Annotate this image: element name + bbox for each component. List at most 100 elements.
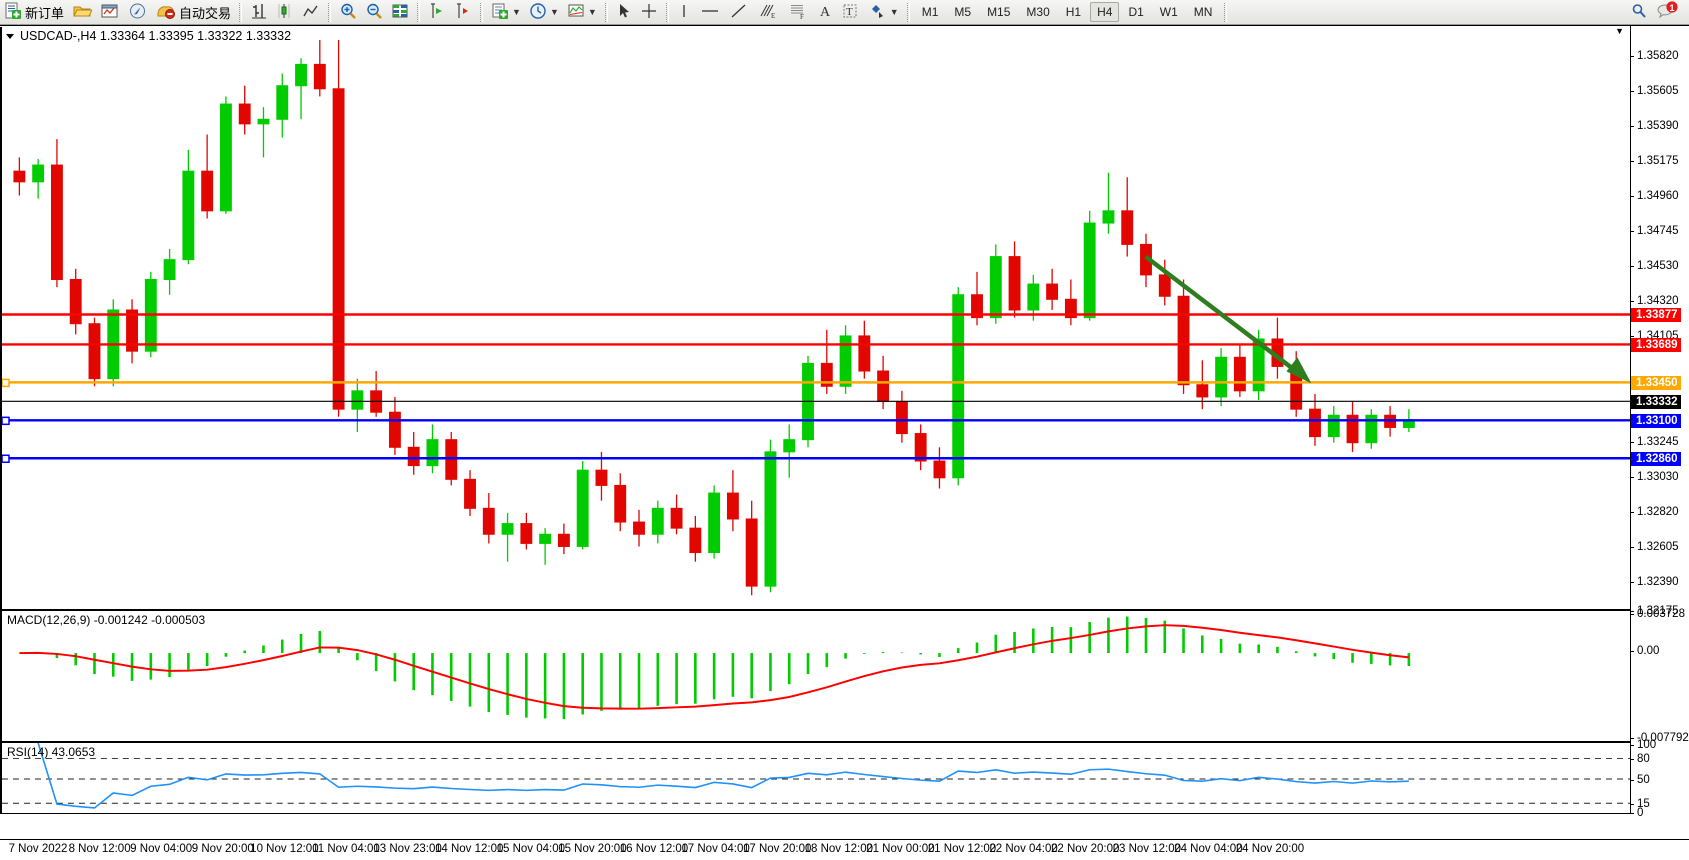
chevron-down-icon[interactable]: ▼ (549, 7, 559, 17)
trendline-button[interactable] (726, 1, 752, 23)
new-order-button[interactable]: 新订单 (1, 1, 67, 23)
shapes-icon (867, 2, 887, 23)
time-tick: 16 Nov 12:00 (619, 843, 689, 855)
navigator-button[interactable] (125, 1, 151, 23)
period-icon (529, 2, 547, 23)
chart-area[interactable]: USDCAD-,H4 1.33364 1.33395 1.33322 1.333… (0, 25, 1689, 860)
market-watch-button[interactable] (97, 1, 123, 23)
grid-icon (391, 2, 409, 23)
shapes-button[interactable]: ▼ (864, 1, 902, 23)
rsi-pane[interactable]: RSI(14) 43.0653 (0, 742, 1630, 814)
shift-start-button[interactable] (425, 1, 449, 23)
shift-end-button[interactable] (451, 1, 475, 23)
price-tick: 1.34745 (1631, 225, 1679, 237)
fibo-f-icon: F (787, 2, 809, 23)
time-axis[interactable]: 7 Nov 2022 8 Nov 12:00 9 Nov 04:00 9 Nov 20… (0, 839, 1689, 860)
chevron-down-icon[interactable]: ▼ (889, 7, 899, 17)
rsi-scale: 100 80 50 15 0 (1631, 739, 1689, 819)
chevron-down-icon[interactable]: ▼ (587, 7, 597, 17)
chevron-down-icon[interactable]: ▼ (512, 7, 521, 17)
timeframe-mn[interactable]: MN (1193, 5, 1213, 19)
svg-text:F: F (800, 13, 804, 20)
time-tick: 24 Nov 04:00 (1174, 843, 1243, 855)
time-tick: 23 Nov 12:00 (1112, 843, 1182, 855)
toolbar-separator-2 (328, 2, 332, 22)
toolbar-separator-3 (417, 2, 421, 22)
time-tick: 22 Nov 04:00 (989, 843, 1058, 855)
timeframe-d1[interactable]: D1 (1128, 5, 1144, 19)
resistance-2-label[interactable]: 1.33877 (1631, 308, 1681, 322)
text-tool-button[interactable]: A (814, 1, 836, 23)
toolbar-separator-8 (1224, 2, 1228, 22)
price-tick: 1.34960 (1631, 190, 1679, 202)
label-icon: T (841, 2, 859, 23)
pivot-label[interactable]: 1.33450 (1631, 376, 1681, 390)
time-tick: 21 Nov 00:00 (866, 843, 935, 855)
time-tick: 14 Nov 12:00 (434, 843, 504, 855)
templates-button[interactable]: ▼ (488, 1, 524, 23)
candlestick-chart-button[interactable] (273, 1, 297, 23)
resistance-1-label[interactable]: 1.33689 (1631, 338, 1681, 352)
crosshair-icon (640, 2, 658, 23)
bid-price-label: 1.33332 (1631, 395, 1681, 409)
macd-scale: 0.003728 0.00 -0.007792 (1631, 608, 1689, 744)
shift-start-icon (428, 2, 446, 23)
bar-chart-icon (250, 2, 268, 23)
zoom-in-button[interactable] (336, 1, 360, 23)
line-chart-button[interactable] (299, 1, 323, 23)
zoom-out-button[interactable] (362, 1, 386, 23)
down-trend-arrow[interactable] (1144, 254, 1312, 384)
timeframe-m5[interactable]: M5 (954, 5, 972, 19)
timeframe-h4[interactable]: H4 (1090, 2, 1120, 22)
search-icon (1630, 2, 1648, 23)
price-scale[interactable]: 1.35820 1.35605 1.35390 1.35175 1.34960 … (1631, 50, 1689, 814)
timeframe-m30[interactable]: M30 (1026, 5, 1050, 19)
search-button[interactable] (1627, 1, 1651, 23)
text-label-button[interactable]: T (838, 1, 862, 23)
timeframe-w1[interactable]: W1 (1159, 5, 1178, 19)
time-tick: 9 Nov 20:00 (191, 843, 254, 855)
time-tick: 10 Nov 12:00 (250, 843, 319, 855)
time-tick: 7 Nov 2022 (8, 843, 68, 855)
scale-collapse-icon[interactable]: ▼ (1615, 26, 1624, 36)
support-1-label[interactable]: 1.33100 (1631, 414, 1681, 428)
fibo-expansion-button[interactable]: E (754, 1, 782, 23)
timeframe-m1[interactable]: M1 (921, 5, 939, 19)
indicators-button[interactable]: ▼ (564, 1, 600, 23)
time-tick: 17 Nov 20:00 (742, 843, 812, 855)
fibo-fan-button[interactable]: F (784, 1, 812, 23)
cursor-tool-button[interactable] (613, 1, 635, 23)
trendline-icon (729, 2, 749, 23)
rsi-tick: 50 (1631, 774, 1650, 786)
time-tick: 18 Nov 12:00 (804, 843, 874, 855)
support-2-label[interactable]: 1.32860 (1631, 452, 1681, 466)
auto-trading-button[interactable]: 自动交易 (153, 1, 234, 23)
macd-pane[interactable]: MACD(12,26,9) -0.001242 -0.000503 (0, 610, 1630, 742)
chevron-down-icon[interactable] (6, 33, 14, 39)
macd-plot-layer (19, 616, 1411, 720)
alerts-button[interactable]: 1 (1653, 0, 1681, 23)
toolbar-separator-5 (604, 2, 608, 22)
symbol-label-bar: USDCAD-,H4 1.33364 1.33395 1.33322 1.333… (6, 29, 291, 43)
vertical-line-button[interactable] (674, 1, 694, 23)
price-tick: 1.33245 (1631, 436, 1679, 448)
candlestick-icon (276, 2, 294, 23)
price-tick: 1.34530 (1631, 260, 1679, 272)
support-1-handle (2, 416, 10, 426)
auto-trading-label: 自动交易 (179, 5, 232, 21)
time-tick: 24 Nov 20:00 (1235, 843, 1305, 855)
profiles-button[interactable] (69, 1, 95, 23)
time-tick: 8 Nov 12:00 (68, 843, 131, 855)
period-button[interactable]: ▼ (526, 1, 562, 23)
svg-text:1: 1 (1669, 3, 1674, 13)
bar-chart-button[interactable] (247, 1, 271, 23)
price-tick: 1.32390 (1631, 576, 1679, 588)
grid-button[interactable] (388, 1, 412, 23)
crosshair-tool-button[interactable] (637, 1, 661, 23)
price-pane[interactable] (0, 27, 1630, 610)
timeframe-h1[interactable]: H1 (1065, 5, 1082, 19)
timeframe-m15[interactable]: M15 (987, 5, 1011, 19)
autotrading-icon (156, 2, 176, 23)
horizontal-line-button[interactable] (696, 1, 724, 23)
